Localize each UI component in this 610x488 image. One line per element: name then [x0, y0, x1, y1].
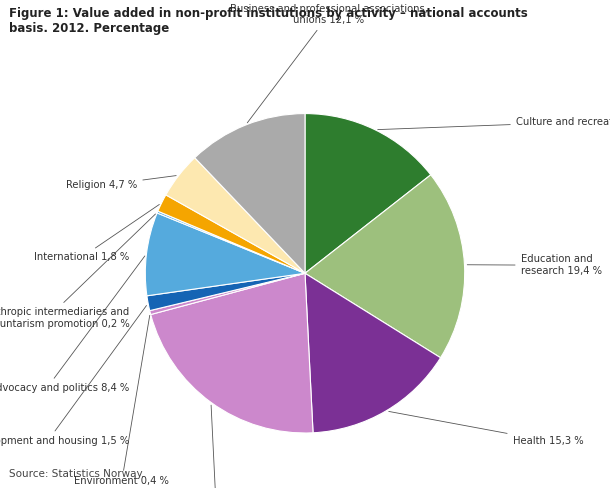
Wedge shape: [305, 175, 465, 358]
Wedge shape: [145, 213, 305, 296]
Wedge shape: [157, 211, 305, 273]
Text: Education and
research 19,4 %: Education and research 19,4 %: [467, 255, 601, 276]
Text: Development and housing 1,5 %: Development and housing 1,5 %: [0, 305, 146, 446]
Text: Social services 21,6 %: Social services 21,6 %: [161, 405, 273, 488]
Text: Law, advocacy and politics 8,4 %: Law, advocacy and politics 8,4 %: [0, 256, 145, 393]
Wedge shape: [147, 273, 305, 311]
Text: Philanthropic intermediaries and
voluntarism promotion 0,2 %: Philanthropic intermediaries and volunta…: [0, 214, 156, 329]
Wedge shape: [158, 195, 305, 273]
Text: Business and professional associations,
unions 12,1 %: Business and professional associations, …: [230, 4, 428, 123]
Wedge shape: [149, 273, 305, 315]
Wedge shape: [305, 114, 431, 273]
Text: basis. 2012. Percentage: basis. 2012. Percentage: [9, 22, 170, 35]
Text: Source: Statistics Norway.: Source: Statistics Norway.: [9, 469, 145, 479]
Text: Health 15,3 %: Health 15,3 %: [389, 411, 583, 446]
Wedge shape: [195, 114, 305, 273]
Wedge shape: [151, 273, 313, 433]
Text: Figure 1: Value added in non-profit institutions by activity – national accounts: Figure 1: Value added in non-profit inst…: [9, 7, 528, 20]
Text: Environment 0,4 %: Environment 0,4 %: [74, 315, 169, 486]
Wedge shape: [166, 158, 305, 273]
Text: International 1,8 %: International 1,8 %: [34, 204, 159, 263]
Wedge shape: [305, 273, 440, 433]
Text: Culture and recreation 14,4 %: Culture and recreation 14,4 %: [378, 117, 610, 130]
Text: Religion 4,7 %: Religion 4,7 %: [66, 176, 176, 190]
